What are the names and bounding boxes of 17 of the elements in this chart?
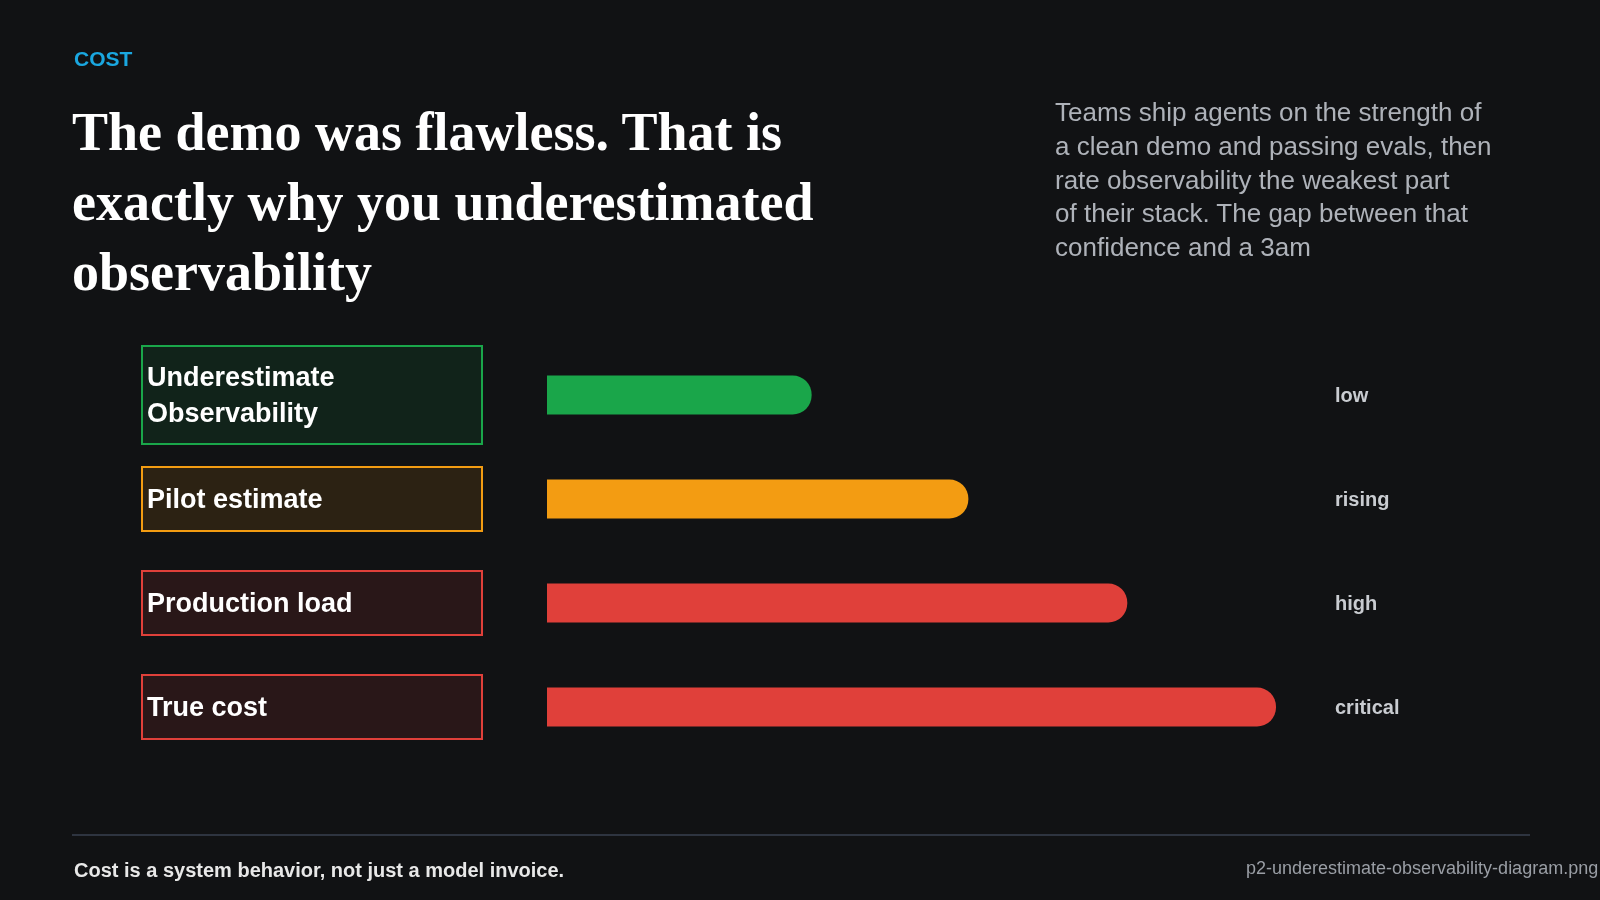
bar	[547, 583, 1128, 623]
bar	[547, 479, 969, 519]
text: p2-underestimate-observability-diagram.png	[1246, 858, 1599, 878]
text: critical	[1335, 696, 1400, 718]
text: COST	[74, 47, 133, 70]
y-tick-label: Underestimate Observability	[147, 362, 335, 428]
y-tick-label: Production load	[147, 588, 353, 618]
text: high	[1335, 592, 1378, 614]
text: Cost is a system behavior, not just a model invoice.	[74, 859, 565, 881]
chart-title: The demo was flawless. That is exactly why you underestimated observability	[72, 102, 814, 303]
y-tick-label: True cost	[147, 692, 268, 722]
bar	[547, 687, 1276, 727]
text: low	[1335, 384, 1369, 406]
text: rising	[1335, 488, 1390, 510]
chart-subtitle: Teams ship agents on the strength of a clean demo and passing evals, then rate observability the weakest part of their stack. The gap between that confidence and a 3am	[1055, 97, 1492, 263]
y-tick-label: Pilot estimate	[147, 484, 323, 514]
bar	[547, 375, 812, 415]
